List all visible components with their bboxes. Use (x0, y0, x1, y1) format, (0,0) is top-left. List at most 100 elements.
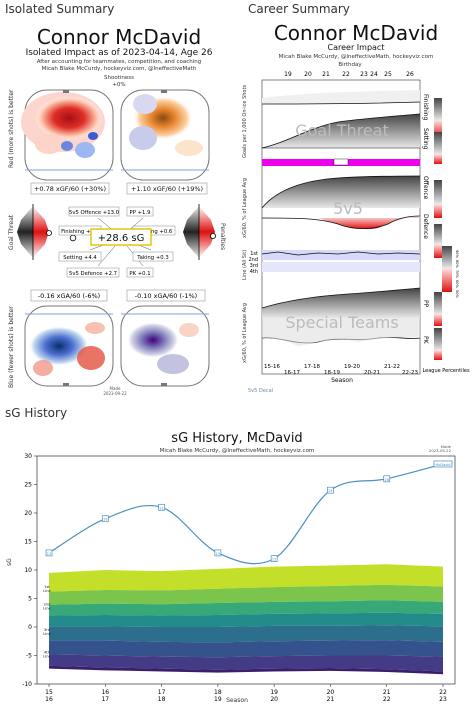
sg-xtick-bottom: 20 (270, 696, 278, 703)
row-label-pp: PP (422, 300, 429, 308)
shootiness-label: Shootiness (104, 75, 134, 81)
age-tick-26: 26 (406, 71, 414, 78)
season-tick-18-19: 18-19 (324, 370, 340, 376)
box-pk-text: PK +0.1 (129, 271, 150, 277)
defence-5v5-rink (24, 305, 114, 387)
box-pk (126, 267, 154, 278)
career-title: Connor McDavid (274, 21, 438, 45)
total-sg-text: +28.6 sG (98, 233, 145, 244)
box-drawing-text: Drawing +0.6 (136, 229, 173, 235)
sg-xtick-top: 22 (439, 689, 447, 696)
offence-defence-area (261, 175, 421, 230)
sg-point-label: 12 (272, 558, 276, 562)
isolated-title: Connor McDavid (37, 25, 201, 49)
season-tick-15-16: 15-16 (264, 364, 280, 370)
sg-xlabel: Season (226, 697, 248, 704)
legend-tick-90: 90% (455, 250, 459, 258)
sg-point-label: 21 (159, 506, 163, 510)
sg-history-panel: sG History, McDavid Micah Blake McCurdy,… (3, 426, 471, 705)
isolated-summary-figure: Connor McDavid Isolated Impact as of 202… (8, 25, 226, 396)
sg-y-ticks: -10 -5 0 5 10 15 20 25 30 (22, 453, 37, 688)
sg-line-label: Line (43, 654, 51, 658)
xga-right-text: -0.10 xGA/60 (-1%) (135, 292, 197, 300)
league-percentiles-label: League Percentiles (422, 368, 470, 374)
sg-xtick-top: 20 (327, 689, 335, 696)
sg-band-7 (49, 665, 443, 675)
isolated-summary-panel: Connor McDavid Isolated Impact as of 202… (3, 18, 235, 398)
sg-ylabel: sG (6, 558, 13, 566)
sg-band-3 (49, 612, 443, 627)
sg-xtick-bottom: 16 (45, 696, 53, 703)
line-tick-3rd: 3rd (250, 263, 258, 269)
isolated-byline-1: After accounting for teammates, competit… (37, 59, 202, 65)
box-taking (132, 251, 174, 262)
sg-point-label: 13 (47, 552, 51, 556)
sg-ytick-label: -5 (26, 653, 32, 660)
sg-line-label: Line (43, 589, 51, 593)
isolated-made-label: Made (110, 386, 121, 391)
career-byline: Micah Blake McCurdy, @IneffectiveMath, h… (279, 54, 434, 60)
season-tick-16-17: 16-17 (284, 370, 300, 376)
age-tick-19: 19 (284, 71, 292, 78)
goal-threat-area (261, 90, 421, 149)
sg-ytick-label: 15 (24, 539, 32, 546)
legend-tick-60: 60% (455, 280, 459, 288)
ylabel-xgvs: xG/60, % of League Avg (242, 178, 248, 238)
row-label-offence: Offence (422, 176, 429, 200)
goal-threat-marker (69, 234, 77, 242)
sg-xtick-bottom: 17 (101, 696, 109, 703)
sg-band-6 (49, 654, 443, 672)
line-tick-4th: 4th (250, 269, 258, 275)
isolated-byline-2: Micah Blake McCurdy, hockeyviz.com, @Ine… (42, 66, 197, 72)
line-deployment-area (261, 250, 421, 272)
red-axis-label: Red (more shots) is better (8, 89, 15, 168)
sg-line-label: 2nd (44, 602, 51, 606)
special-teams-area (261, 287, 421, 346)
box-taking-text: Taking +0.3 (136, 255, 168, 261)
sg-point-label: McDavid (435, 463, 450, 467)
legend-tick-50: 50% (455, 290, 459, 298)
sg-made-label: Made (441, 444, 452, 449)
ylabel-line: Line (All Sit) (242, 250, 248, 280)
career-summary-label: Career Summary (248, 2, 350, 16)
sg-xtick-top: 19 (270, 689, 278, 696)
sg-history-chart: sG History, McDavid Micah Blake McCurdy,… (6, 431, 456, 704)
sg-point-marker (158, 503, 165, 511)
sg-band-0 (49, 564, 443, 592)
season-tick-20-21: 20-21 (364, 370, 380, 376)
sg-history-subtitle: Micah Blake McCurdy, @IneffectiveMath, h… (160, 448, 315, 454)
sg-point-marker (214, 549, 222, 557)
xga-left-text: -0.16 xGA/60 (-6%) (38, 292, 100, 300)
sg-line-label: 4th (44, 650, 50, 654)
overlay-5v5: 5v5 (333, 199, 363, 218)
shootiness-value: +0% (112, 82, 125, 88)
percentile-legend: 90% 80% 70% 60% 50% (442, 246, 459, 298)
xgf-right-text: +1.10 xGF/60 (+19%) (131, 185, 203, 193)
box-defence-text: 5v5 Defence +2.7 (69, 271, 117, 277)
sg-made-date: 2023-09-22 (429, 448, 452, 453)
age-tick-24: 24 (370, 71, 378, 78)
isolated-subtitle: Isolated Impact as of 2023-04-14, Age 26 (26, 48, 213, 58)
age-ticks: 19 20 21 22 23 24 25 26 (284, 71, 414, 78)
pk-rink (120, 305, 210, 387)
xgf-right-box (126, 182, 208, 195)
sg-xtick-bottom: 18 (158, 696, 166, 703)
age-tick-21: 21 (322, 71, 330, 78)
legend-tick-80: 80% (455, 260, 459, 268)
row-label-defence: Defence (422, 214, 429, 239)
career-decal-link[interactable]: 5v5 Decal (248, 388, 273, 394)
sg-line-label: 3rd (44, 628, 50, 632)
sg-xtick-top: 17 (158, 689, 166, 696)
legend-tick-70: 70% (455, 270, 459, 278)
total-sg-box (90, 228, 152, 246)
sg-xtick-bottom: 21 (327, 696, 335, 703)
isolated-summary-label: Isolated Summary (5, 2, 115, 16)
penalties-axis-label: Penalties (219, 223, 226, 250)
sg-band-4 (49, 625, 443, 643)
season-tick-17-18: 17-18 (304, 364, 320, 370)
sg-xtick-bottom: 23 (439, 696, 447, 703)
penalties-distribution (183, 204, 216, 260)
career-subtitle: Career Impact (328, 43, 385, 52)
season-tick-21-22: 21-22 (384, 364, 400, 370)
